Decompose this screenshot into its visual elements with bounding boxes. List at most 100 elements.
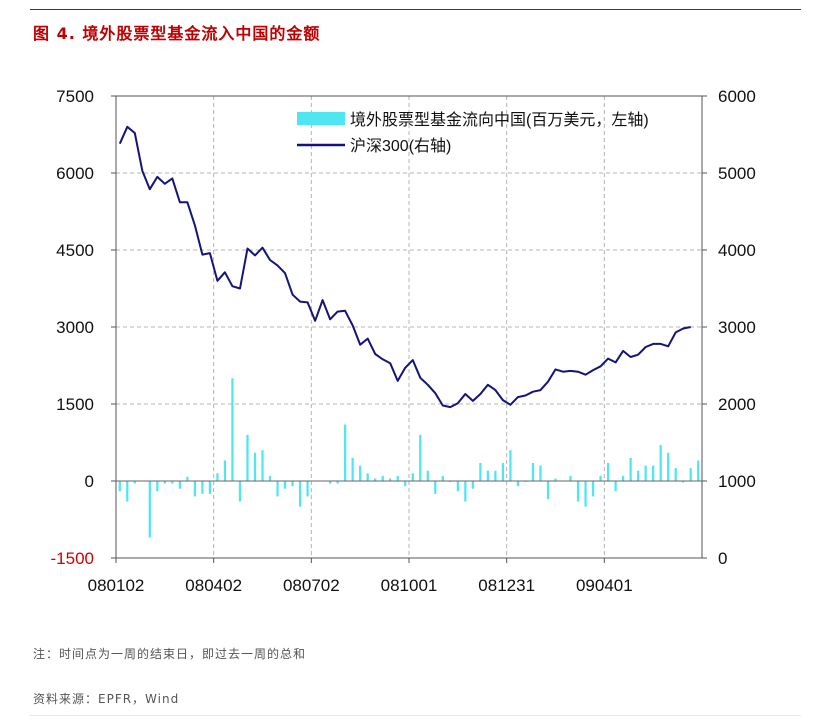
bar-5 <box>156 481 159 492</box>
grid-lines <box>116 96 702 558</box>
bar-73 <box>667 452 670 481</box>
bar-18 <box>253 452 257 481</box>
bar-28 <box>328 481 332 484</box>
bar-37 <box>396 475 399 481</box>
bar-56 <box>539 465 542 481</box>
bar-52 <box>509 450 512 481</box>
axes <box>111 95 707 563</box>
bar-74 <box>674 468 677 481</box>
bar-series <box>118 378 700 538</box>
bar-29 <box>336 481 339 484</box>
x-tick-label-2: 080702 <box>283 576 340 595</box>
bar-32 <box>359 465 362 481</box>
y2-tick-label-1: 1000 <box>718 472 756 491</box>
legend: 境外股票型基金流向中国(百万美元，左轴) 沪深300(右轴) <box>297 110 649 155</box>
y-tick-label-6: 7500 <box>56 87 94 106</box>
bar-40 <box>419 434 422 481</box>
bar-76 <box>689 468 692 481</box>
y2-tick-label-4: 4000 <box>718 241 756 260</box>
figure-title: 图 4. 境外股票型基金流入中国的金额 <box>33 24 321 43</box>
bar-24 <box>298 481 302 507</box>
bar-12 <box>208 481 212 494</box>
bar-7 <box>171 481 174 484</box>
x-tick-label-5: 090401 <box>576 576 633 595</box>
bar-9 <box>186 476 189 481</box>
x-tick-label-3: 081001 <box>381 576 438 595</box>
bar-43 <box>441 475 444 481</box>
bar-22 <box>283 481 287 489</box>
figure-source: 资料来源：EPFR，Wind <box>33 692 180 706</box>
bar-20 <box>268 475 272 481</box>
bar-34 <box>374 478 377 481</box>
bar-13 <box>216 473 219 481</box>
bar-31 <box>351 457 354 481</box>
legend-bar-swatch <box>297 112 345 125</box>
legend-bar-label: 境外股票型基金流向中国(百万美元，左轴) <box>350 110 649 129</box>
hs300-line <box>118 125 691 409</box>
bar-62 <box>584 481 587 507</box>
bar-71 <box>652 465 655 481</box>
x-tick-label-4: 081231 <box>478 576 535 595</box>
bar-60 <box>569 475 572 481</box>
bar-55 <box>531 463 535 481</box>
bar-10 <box>193 481 197 497</box>
bar-41 <box>426 470 429 481</box>
bar-16 <box>238 481 242 502</box>
combo-chart: -1500 0 1500 3000 4500 6000 7500 0 1000 2000 3000 4… <box>51 87 756 595</box>
bar-4 <box>148 481 151 538</box>
bar-11 <box>201 481 204 494</box>
bar-17 <box>246 434 249 481</box>
bar-53 <box>516 481 520 487</box>
bar-58 <box>554 478 557 481</box>
bar-77 <box>697 460 700 481</box>
bar-21 <box>276 481 279 497</box>
bar-8 <box>178 481 181 489</box>
bar-14 <box>223 460 227 481</box>
legend-line-label: 沪深300(右轴) <box>350 137 451 155</box>
bar-75 <box>682 481 685 483</box>
bar-51 <box>501 463 505 481</box>
bar-68 <box>629 457 632 481</box>
bar-69 <box>637 470 640 481</box>
bar-30 <box>344 424 347 481</box>
bar-44 <box>449 481 452 483</box>
y-tick-label-0: -1500 <box>51 549 94 568</box>
x-tick-label-1: 080402 <box>185 576 242 595</box>
y2-tick-label-5: 5000 <box>718 164 756 183</box>
bottom-rule <box>30 715 801 716</box>
bar-65 <box>606 463 610 481</box>
bar-61 <box>576 481 580 502</box>
bar-72 <box>659 445 662 481</box>
bar-46 <box>464 481 467 502</box>
bar-2 <box>133 481 136 484</box>
y-tick-label-4: 4500 <box>56 241 94 260</box>
y-tick-label-2: 1500 <box>56 395 94 414</box>
bar-36 <box>389 478 392 481</box>
bar-48 <box>479 463 482 481</box>
y-tick-label-5: 6000 <box>56 164 94 183</box>
bar-25 <box>306 481 309 497</box>
y2-tick-label-0: 0 <box>718 549 727 568</box>
x-tick-label-0: 080102 <box>88 576 145 595</box>
top-rule <box>30 9 801 10</box>
bar-45 <box>456 481 459 492</box>
bar-66 <box>614 481 617 492</box>
bar-1 <box>126 481 129 502</box>
bar-19 <box>261 450 264 481</box>
bar-23 <box>291 481 294 487</box>
bar-39 <box>411 473 414 481</box>
y-tick-label-3: 3000 <box>56 318 94 337</box>
bar-57 <box>546 481 550 499</box>
bar-47 <box>471 481 474 489</box>
y2-tick-label-3: 3000 <box>718 318 756 337</box>
tick-labels: -1500 0 1500 3000 4500 6000 7500 0 1000 2000 3000 4… <box>51 87 756 595</box>
bar-15 <box>231 378 234 481</box>
bar-64 <box>599 475 602 481</box>
y2-tick-label-2: 2000 <box>718 395 756 414</box>
bar-33 <box>366 473 369 481</box>
bar-35 <box>381 475 384 481</box>
y-tick-label-1: 0 <box>85 472 94 491</box>
bar-67 <box>621 475 625 481</box>
figure-note: 注：时间点为一周的结束日，即过去一周的总和 <box>33 647 307 661</box>
bar-49 <box>486 470 490 481</box>
